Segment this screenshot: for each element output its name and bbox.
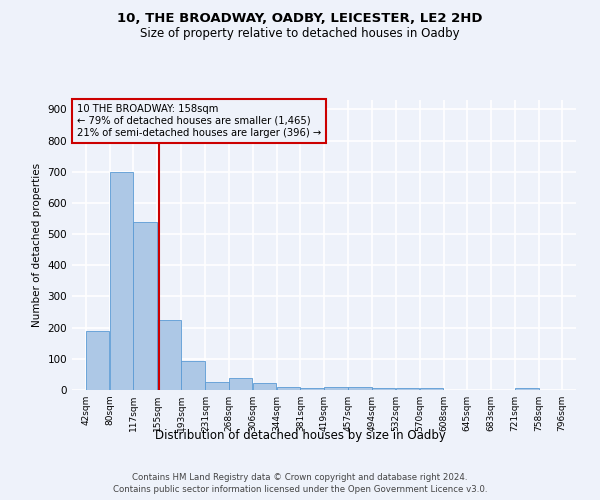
Bar xyxy=(157,320,181,390)
Bar xyxy=(300,388,323,390)
Bar xyxy=(420,388,443,390)
Bar xyxy=(396,388,419,390)
Text: 10 THE BROADWAY: 158sqm
← 79% of detached houses are smaller (1,465)
21% of semi: 10 THE BROADWAY: 158sqm ← 79% of detache… xyxy=(77,104,321,138)
Bar xyxy=(229,378,252,390)
Bar xyxy=(372,388,395,390)
Text: Contains HM Land Registry data © Crown copyright and database right 2024.: Contains HM Land Registry data © Crown c… xyxy=(132,473,468,482)
Text: Contains public sector information licensed under the Open Government Licence v3: Contains public sector information licen… xyxy=(113,484,487,494)
Y-axis label: Number of detached properties: Number of detached properties xyxy=(32,163,42,327)
Bar xyxy=(277,387,300,390)
Bar xyxy=(349,387,372,390)
Text: Size of property relative to detached houses in Oadby: Size of property relative to detached ho… xyxy=(140,28,460,40)
Bar xyxy=(205,382,229,390)
Bar xyxy=(253,384,276,390)
Bar xyxy=(133,222,157,390)
Text: Distribution of detached houses by size in Oadby: Distribution of detached houses by size … xyxy=(155,428,445,442)
Bar xyxy=(110,172,133,390)
Bar xyxy=(86,331,109,390)
Text: 10, THE BROADWAY, OADBY, LEICESTER, LE2 2HD: 10, THE BROADWAY, OADBY, LEICESTER, LE2 … xyxy=(117,12,483,26)
Bar xyxy=(181,361,205,390)
Bar xyxy=(515,388,539,390)
Bar xyxy=(325,387,348,390)
